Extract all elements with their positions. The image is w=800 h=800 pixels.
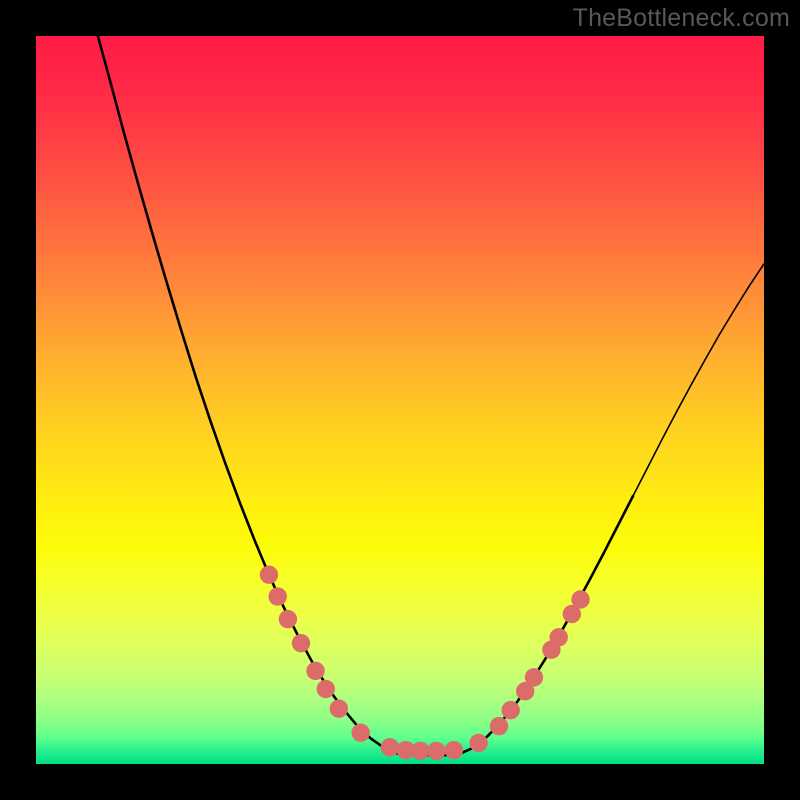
marker-dot	[279, 610, 297, 628]
plot-area	[36, 36, 764, 764]
marker-dot	[501, 701, 519, 719]
marker-dot	[292, 634, 310, 652]
marker-dot	[381, 738, 399, 756]
marker-dot	[411, 742, 429, 760]
marker-dot	[490, 717, 508, 735]
marker-dot	[525, 668, 543, 686]
chart-svg	[36, 36, 764, 764]
marker-dot	[260, 566, 278, 584]
marker-dot	[469, 734, 487, 752]
marker-dot	[351, 724, 369, 742]
marker-dot	[330, 699, 348, 717]
watermark-text: TheBottleneck.com	[573, 4, 790, 33]
marker-dot	[306, 662, 324, 680]
marker-dot	[571, 590, 589, 608]
marker-dot	[269, 587, 287, 605]
marker-dot	[550, 628, 568, 646]
gradient-background	[36, 36, 764, 764]
marker-dot	[427, 742, 445, 760]
marker-dot	[317, 680, 335, 698]
marker-dot	[445, 741, 463, 759]
